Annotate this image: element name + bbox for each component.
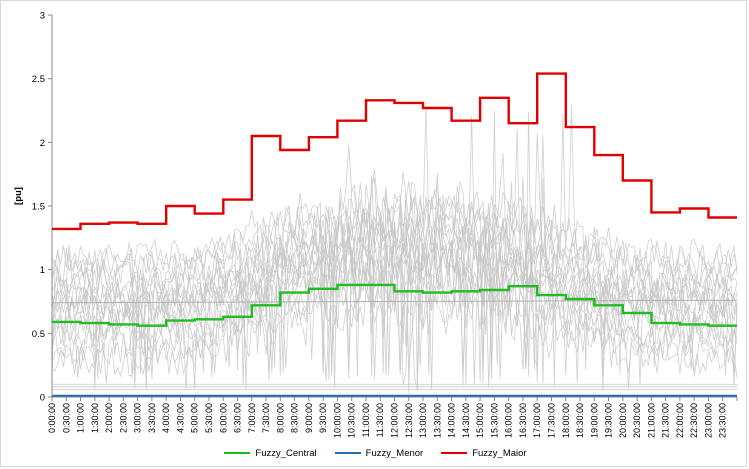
x-tick-label: 9:30:00 <box>318 403 328 433</box>
background-line <box>51 220 738 385</box>
y-tick-label: 1.5 <box>32 202 45 213</box>
x-tick-label: 15:30:00 <box>489 403 499 438</box>
y-axis-label: [pu] <box>13 187 24 205</box>
axes: 0 0.5 1 1.5 2 2.5 3 0:00:00 0:30:00 1:00:00 1:30:0… <box>32 11 738 438</box>
background-line <box>51 299 738 304</box>
x-tick-label: 0:00:00 <box>47 403 57 433</box>
x-tick-label: 13:00:00 <box>418 403 428 438</box>
legend-item: Fuzzy_Menor <box>334 447 424 459</box>
x-tick-label: 18:00:00 <box>561 403 571 438</box>
x-tick-label: 3:00:00 <box>133 403 143 433</box>
x-tick-label: 21:30:00 <box>661 403 671 438</box>
y-tick-label: 3 <box>40 11 45 22</box>
background-line <box>51 172 738 386</box>
legend-item: Fuzzy_Central <box>224 447 317 459</box>
legend-label: Fuzzy_Menor <box>365 447 424 459</box>
x-tick-label: 16:00:00 <box>504 403 514 438</box>
background-line <box>51 181 738 386</box>
x-tick-label: 4:30:00 <box>175 403 185 433</box>
x-tick-label: 13:30:00 <box>432 403 442 438</box>
y-tick-label: 2.5 <box>32 74 45 85</box>
series-line-fuzzy-central <box>52 283 737 327</box>
y-tick-label: 0.5 <box>32 329 45 340</box>
x-tick-label: 3:30:00 <box>147 403 157 433</box>
x-tick-label: 20:30:00 <box>632 403 642 438</box>
background-line <box>51 206 738 390</box>
background-line <box>51 229 738 382</box>
x-tick-label: 11:30:00 <box>375 403 385 437</box>
x-tick-label: 4:00:00 <box>161 403 171 433</box>
legend: Fuzzy_Central Fuzzy_Menor Fuzzy_Maior <box>1 445 749 461</box>
x-tick-label: 21:00:00 <box>646 403 656 438</box>
line-chart: 0 0.5 1 1.5 2 2.5 3 0:00:00 0:30:00 1:00:00 1:30:0… <box>13 11 738 438</box>
series-line-fuzzy-maior <box>52 72 737 231</box>
x-tick-label: 17:30:00 <box>546 403 556 438</box>
x-tick-label: 20:00:00 <box>618 403 628 438</box>
x-tick-label: 1:00:00 <box>76 403 86 433</box>
x-tick-label: 9:00:00 <box>304 403 314 433</box>
x-tick-label: 0:30:00 <box>61 403 71 433</box>
x-tick-label: 14:00:00 <box>447 403 457 438</box>
x-tick-label: 5:00:00 <box>190 403 200 433</box>
x-tick-label: 16:30:00 <box>518 403 528 438</box>
x-tick-label: 18:30:00 <box>575 403 585 438</box>
y-tick-label: 0 <box>40 393 45 404</box>
background-line <box>51 110 738 391</box>
x-tick-label: 8:00:00 <box>275 403 285 433</box>
legend-swatch <box>334 452 361 454</box>
x-tick-label: 1:30:00 <box>90 403 100 433</box>
legend-swatch <box>441 452 468 454</box>
x-tick-label: 7:00:00 <box>247 403 257 433</box>
legend-swatch <box>224 452 251 454</box>
x-tick-label: 5:30:00 <box>204 403 214 433</box>
x-tick-label: 17:00:00 <box>532 403 542 438</box>
x-tick-label: 23:30:00 <box>718 403 728 438</box>
background-line <box>51 105 738 391</box>
legend-label: Fuzzy_Central <box>255 447 317 459</box>
x-tick-label: 22:30:00 <box>689 403 699 438</box>
x-tick-label: 23:00:00 <box>703 403 713 438</box>
background-line <box>51 132 738 389</box>
x-tick-label: 10:30:00 <box>347 403 357 438</box>
x-tick-label: 6:30:00 <box>233 403 243 433</box>
x-tick-label: 22:00:00 <box>675 403 685 438</box>
x-tick-label: 12:30:00 <box>404 403 414 438</box>
legend-label: Fuzzy_Maior <box>472 447 527 459</box>
x-tick-label: 11:00:00 <box>361 403 371 437</box>
x-tick-label: 12:00:00 <box>390 403 400 438</box>
x-tick-label: 6:00:00 <box>218 403 228 433</box>
background-profile-lines <box>51 105 738 394</box>
x-tick-label: 19:00:00 <box>589 403 599 438</box>
background-line <box>51 115 738 391</box>
background-line <box>51 216 738 388</box>
x-tick-label: 14:30:00 <box>461 403 471 438</box>
series-lines <box>52 72 737 397</box>
x-tick-label: 7:30:00 <box>261 403 271 433</box>
x-tick-label: 15:00:00 <box>475 403 485 438</box>
x-tick-label: 2:30:00 <box>118 403 128 433</box>
background-line <box>51 114 738 388</box>
x-tick-label: 2:00:00 <box>104 403 114 433</box>
x-tick-label: 8:30:00 <box>290 403 300 433</box>
x-tick-label: 19:30:00 <box>604 403 614 438</box>
legend-item: Fuzzy_Maior <box>441 447 527 459</box>
x-tick-label: 10:00:00 <box>332 403 342 438</box>
y-tick-label: 1 <box>40 265 45 276</box>
y-tick-label: 2 <box>40 138 45 149</box>
